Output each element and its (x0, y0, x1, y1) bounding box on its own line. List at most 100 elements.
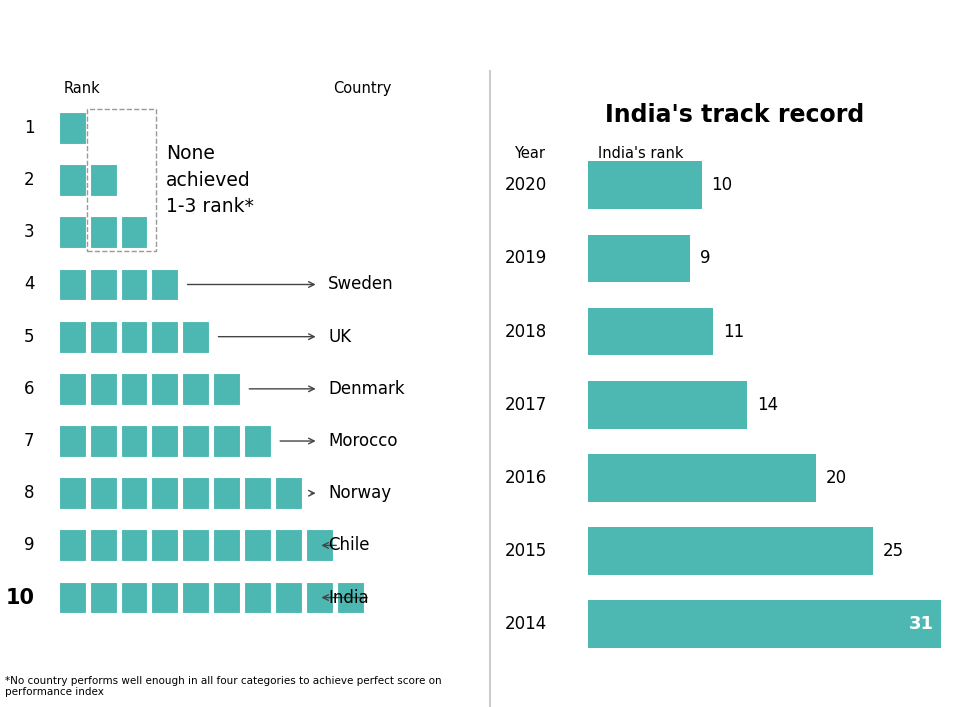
Bar (588, 600, 941, 648)
Bar (244, 582, 270, 614)
Bar (121, 477, 147, 509)
Text: 9: 9 (24, 537, 34, 554)
Text: 2018: 2018 (505, 322, 547, 341)
Bar (151, 477, 178, 509)
Bar (306, 530, 332, 561)
Text: 2020: 2020 (505, 176, 547, 194)
Text: 14: 14 (758, 396, 778, 414)
Bar (121, 373, 147, 404)
Text: India's rank: India's rank (598, 146, 683, 161)
Text: Rank: Rank (64, 81, 100, 96)
Bar (59, 582, 86, 614)
Bar (90, 425, 117, 457)
Text: India: India (328, 588, 368, 607)
Bar (59, 112, 86, 144)
Bar (151, 269, 178, 300)
Text: 20: 20 (825, 469, 847, 487)
Bar (588, 308, 713, 356)
Bar (213, 582, 240, 614)
Text: 1: 1 (24, 119, 34, 137)
Text: 2019: 2019 (505, 250, 547, 267)
Bar (59, 530, 86, 561)
Bar (59, 321, 86, 353)
Bar (182, 582, 210, 614)
Text: 11: 11 (723, 322, 744, 341)
Bar (588, 161, 702, 209)
Bar (588, 235, 691, 282)
Bar (588, 381, 748, 428)
Text: UK: UK (328, 327, 352, 346)
Bar (151, 373, 178, 404)
Bar (306, 582, 332, 614)
Text: 25: 25 (882, 542, 904, 560)
Bar (182, 530, 210, 561)
Bar (337, 582, 364, 614)
Bar (59, 373, 86, 404)
Bar (59, 164, 86, 196)
Bar (213, 373, 240, 404)
Bar (121, 321, 147, 353)
Text: 7: 7 (24, 432, 34, 450)
Text: Climate Change Performance Index (ᴄᴄPI) Ranking 2020: Climate Change Performance Index (ᴄᴄPI) … (63, 23, 917, 48)
Text: Year: Year (514, 146, 546, 161)
Text: 2017: 2017 (505, 396, 547, 414)
Bar (182, 477, 210, 509)
Bar (274, 530, 302, 561)
Bar (90, 269, 117, 300)
Text: Norway: Norway (328, 484, 391, 502)
Text: 4: 4 (24, 276, 34, 293)
Bar (213, 477, 240, 509)
Bar (151, 425, 178, 457)
Text: 10: 10 (5, 588, 34, 607)
Bar (121, 216, 147, 248)
Bar (90, 321, 117, 353)
Bar (121, 530, 147, 561)
Bar (151, 321, 178, 353)
Bar (59, 216, 86, 248)
Text: 2015: 2015 (505, 542, 547, 560)
Text: 9: 9 (701, 250, 710, 267)
Text: Country: Country (333, 81, 392, 96)
Bar (59, 477, 86, 509)
Text: 31: 31 (908, 615, 933, 633)
Bar (121, 582, 147, 614)
Text: Denmark: Denmark (328, 380, 405, 398)
Bar (121, 425, 147, 457)
Text: 10: 10 (711, 176, 733, 194)
Bar (588, 454, 815, 502)
Bar (59, 425, 86, 457)
Bar (90, 164, 117, 196)
Text: 2: 2 (24, 171, 34, 189)
Text: None
achieved
1-3 rank*: None achieved 1-3 rank* (166, 144, 254, 216)
Bar (182, 373, 210, 404)
Bar (121, 269, 147, 300)
Bar (59, 269, 86, 300)
Text: India's track record: India's track record (606, 103, 864, 127)
Text: 8: 8 (24, 484, 34, 502)
Bar (151, 530, 178, 561)
Text: 5: 5 (24, 327, 34, 346)
Bar (588, 527, 872, 575)
Bar (90, 373, 117, 404)
Bar (182, 425, 210, 457)
Bar (90, 477, 117, 509)
Bar (244, 425, 270, 457)
Text: Chile: Chile (328, 537, 369, 554)
Bar (274, 582, 302, 614)
Bar (244, 530, 270, 561)
Bar (90, 530, 117, 561)
Bar (244, 477, 270, 509)
Bar (151, 582, 178, 614)
Text: 3: 3 (24, 223, 34, 241)
Text: 2014: 2014 (505, 615, 547, 633)
Text: Morocco: Morocco (328, 432, 398, 450)
Bar (90, 216, 117, 248)
Bar (90, 582, 117, 614)
Bar (213, 425, 240, 457)
Text: Sweden: Sweden (328, 276, 394, 293)
Text: *No country performs well enough in all four categories to achieve perfect score: *No country performs well enough in all … (5, 676, 442, 697)
Text: 6: 6 (24, 380, 34, 398)
Bar (213, 530, 240, 561)
Bar (274, 477, 302, 509)
Bar (182, 321, 210, 353)
